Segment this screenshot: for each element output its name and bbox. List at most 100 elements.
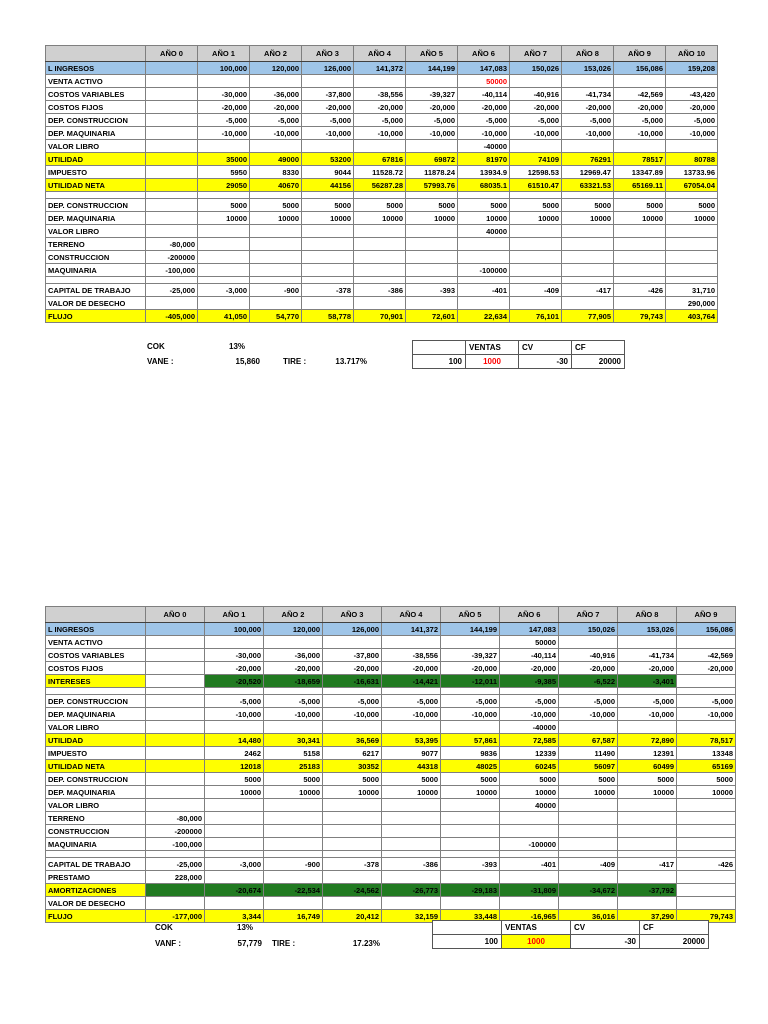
cell: 41,050 — [197, 309, 250, 323]
cell — [145, 87, 198, 101]
cell: 5000 — [249, 198, 302, 212]
cell — [249, 296, 302, 310]
cell — [145, 74, 198, 88]
row-label: CAPITAL DE TRABAJO — [45, 283, 146, 297]
cell: 10000 — [301, 211, 354, 225]
vanf-value: 57,779 — [237, 939, 262, 948]
cell: 25183 — [263, 759, 323, 773]
column-header: AÑO 2 — [249, 45, 302, 62]
cell — [617, 687, 677, 695]
cell — [301, 276, 354, 284]
cell — [440, 896, 500, 910]
row-label: MAQUINARIA — [45, 263, 146, 277]
cell: -10,000 — [617, 707, 677, 721]
cell: -401 — [499, 857, 559, 871]
cell: -5,000 — [676, 694, 736, 708]
cell: -40,916 — [509, 87, 562, 101]
cell: -20,000 — [197, 100, 250, 114]
cell: 10000 — [558, 785, 618, 799]
cell: 144,199 — [405, 61, 458, 75]
cell: -40,114 — [457, 87, 510, 101]
cell: 5000 — [676, 772, 736, 786]
cok-label-2: COK — [155, 923, 173, 932]
cell: 10000 — [204, 785, 264, 799]
row-costos-variables: COSTOS VARIABLES -30,000 -36,000 -37,800 -38… — [45, 87, 718, 101]
cell — [381, 837, 441, 851]
cell — [613, 250, 666, 264]
cell — [263, 870, 323, 884]
cell — [145, 720, 205, 734]
cell — [249, 250, 302, 264]
cok-label-1: COK — [147, 342, 165, 351]
row-valor-libro: VALOR LIBRO -40000 — [45, 139, 718, 153]
cell — [145, 224, 198, 238]
cell: -41,734 — [561, 87, 614, 101]
cell — [561, 250, 614, 264]
row-label — [45, 191, 146, 199]
row-label: VALOR LIBRO — [45, 139, 146, 153]
row-label: DEP. MAQUINARIA — [45, 211, 146, 225]
cell: 12018 — [204, 759, 264, 773]
cell: -6,522 — [558, 674, 618, 688]
cell — [561, 276, 614, 284]
cell — [263, 798, 323, 812]
cell — [301, 139, 354, 153]
row-label: PRESTAMO — [45, 870, 146, 884]
cell: 30,341 — [263, 733, 323, 747]
cell — [558, 824, 618, 838]
cell: 126,000 — [301, 61, 354, 75]
cell: -20,000 — [499, 661, 559, 675]
row-utilidad: UTILIDAD 35000 49000 53200 67816 69872 81970 74… — [45, 152, 718, 166]
row-venta-activo: VENTA ACTIVO 50000 — [45, 74, 718, 88]
cell — [558, 850, 618, 858]
cell — [405, 263, 458, 277]
cell: -40,916 — [558, 648, 618, 662]
cell: -20,000 — [561, 100, 614, 114]
mini-value-row: 100 1000 -30 20000 — [412, 354, 625, 369]
cell: 10000 — [561, 211, 614, 225]
cell: -5,000 — [301, 113, 354, 127]
cell: 6217 — [322, 746, 382, 760]
column-header: AÑO 1 — [197, 45, 250, 62]
cell: -417 — [617, 857, 677, 871]
cell: 120,000 — [249, 61, 302, 75]
cell: -20,000 — [381, 661, 441, 675]
cell: 100,000 — [204, 622, 264, 636]
cell — [322, 635, 382, 649]
cell: -43,420 — [665, 87, 718, 101]
cell: -5,000 — [457, 113, 510, 127]
cell: 57,861 — [440, 733, 500, 747]
cell: -200000 — [145, 824, 205, 838]
cell: 5000 — [509, 198, 562, 212]
cell — [665, 263, 718, 277]
cell — [322, 798, 382, 812]
cell: 5000 — [665, 198, 718, 212]
cell — [145, 759, 205, 773]
cell — [249, 276, 302, 284]
cell — [558, 811, 618, 825]
row-dep-maquinaria: DEP. MAQUINARIA -10,000 -10,000 -10,000 -10,… — [45, 707, 736, 721]
cell: 72,601 — [405, 309, 458, 323]
cell: 44318 — [381, 759, 441, 773]
cell — [145, 707, 205, 721]
cell: -42,569 — [676, 648, 736, 662]
cell — [381, 720, 441, 734]
row-construccion: CONSTRUCCION -200000 — [45, 250, 718, 264]
cell — [301, 224, 354, 238]
row-label: L INGRESOS — [45, 61, 146, 75]
cell: -25,000 — [145, 283, 198, 297]
cell: -41,734 — [617, 648, 677, 662]
cell: -5,000 — [617, 694, 677, 708]
cell: 50000 — [457, 74, 510, 88]
spacer-row — [45, 276, 718, 284]
cell: 120,000 — [263, 622, 323, 636]
cell — [381, 870, 441, 884]
cell: 10000 — [263, 785, 323, 799]
cell: -900 — [249, 283, 302, 297]
cell — [204, 720, 264, 734]
cell: 10000 — [353, 211, 406, 225]
vane-value: 15,860 — [235, 357, 260, 366]
cell — [322, 896, 382, 910]
cell — [617, 870, 677, 884]
cell — [561, 74, 614, 88]
